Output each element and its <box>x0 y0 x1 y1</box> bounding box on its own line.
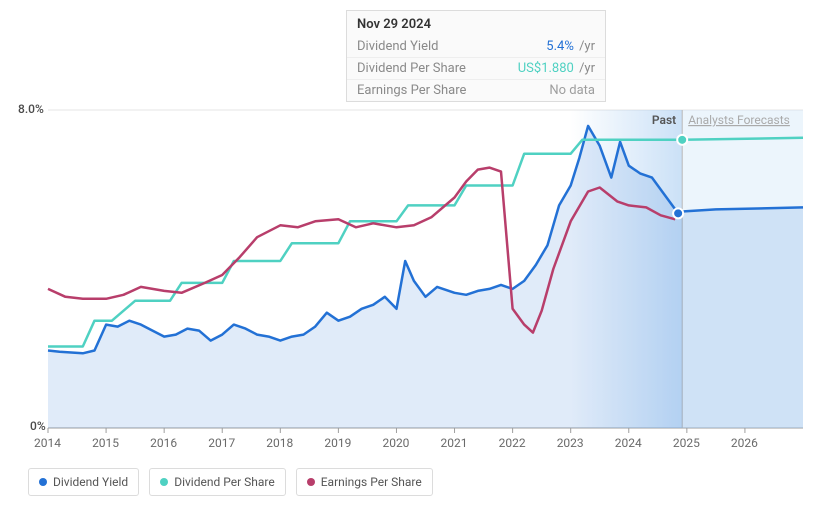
dividend-chart: Nov 29 2024 Dividend Yield5.4% /yrDivide… <box>0 0 821 508</box>
tooltip-row: Earnings Per Share No data <box>347 79 605 101</box>
legend-dot-icon <box>307 478 315 486</box>
x-axis-tick: 2026 <box>731 436 758 450</box>
chart-svg: Past Analysts Forecasts <box>48 110 803 428</box>
tooltip-value: No data <box>549 83 595 98</box>
x-axis-tick: 2021 <box>441 436 468 450</box>
x-axis-tick: 2017 <box>208 436 235 450</box>
tooltip-row: Dividend Yield 5.4% /yr <box>347 36 605 57</box>
analysts-forecasts-label[interactable]: Analysts Forecasts <box>688 113 790 127</box>
x-axis-tick: 2023 <box>557 436 584 450</box>
legend-item-earnings-per-share[interactable]: Earnings Per Share <box>296 468 433 496</box>
tooltip-value: US$1.880 /yr <box>518 61 595 76</box>
legend-dot-icon <box>160 478 168 486</box>
y-axis-label-min: 0% <box>30 419 46 433</box>
x-axis-tick: 2025 <box>673 436 700 450</box>
legend-item-dividend-yield[interactable]: Dividend Yield <box>28 468 139 496</box>
legend-label: Earnings Per Share <box>321 475 422 489</box>
legend-label: Dividend Yield <box>53 475 128 489</box>
legend-label: Dividend Per Share <box>174 475 275 489</box>
x-axis-tick: 2024 <box>615 436 642 450</box>
x-axis-tick: 2019 <box>324 436 351 450</box>
tooltip-value: 5.4% /yr <box>546 39 595 54</box>
chart-plot-area: Past Analysts Forecasts <box>48 110 803 428</box>
x-axis-tick: 2022 <box>499 436 526 450</box>
x-axis-tick: 2014 <box>34 436 61 450</box>
x-axis-tick: 2018 <box>266 436 293 450</box>
chart-tooltip: Nov 29 2024 Dividend Yield5.4% /yrDivide… <box>346 10 606 102</box>
legend-dot-icon <box>39 478 47 486</box>
past-label: Past <box>652 113 676 127</box>
y-axis-label-max: 8.0% <box>18 102 44 116</box>
tooltip-title: Nov 29 2024 <box>347 11 605 36</box>
tooltip-row: Dividend Per Share US$1.880 /yr <box>347 57 605 79</box>
x-axis-tick: 2016 <box>150 436 177 450</box>
chart-legend: Dividend Yield Dividend Per Share Earnin… <box>28 468 433 496</box>
x-axis-tick: 2020 <box>382 436 409 450</box>
tooltip-label: Dividend Per Share <box>357 61 466 76</box>
tooltip-label: Earnings Per Share <box>357 83 466 98</box>
legend-item-dividend-per-share[interactable]: Dividend Per Share <box>149 468 286 496</box>
tooltip-label: Dividend Yield <box>357 39 438 54</box>
x-axis-tick: 2015 <box>92 436 119 450</box>
